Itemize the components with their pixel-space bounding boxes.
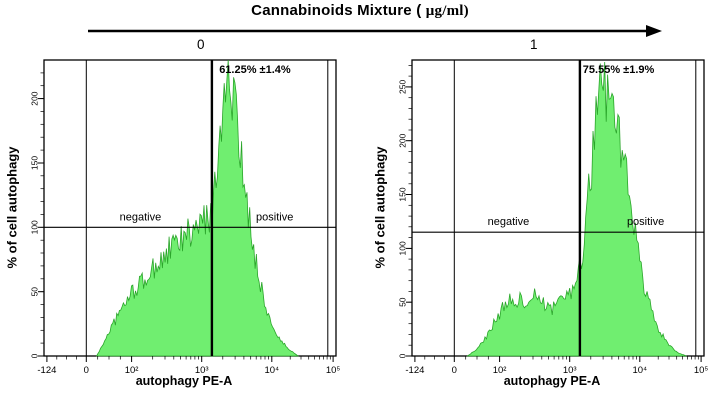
svg-text:61.25% ±1.4%: 61.25% ±1.4%	[219, 64, 291, 76]
x-axis-label-1: autophagy PE-A	[503, 374, 601, 388]
svg-text:50: 50	[398, 297, 408, 307]
dose-label-1: 1	[530, 37, 538, 52]
svg-text:150: 150	[30, 156, 40, 170]
svg-text:100: 100	[30, 220, 40, 234]
svg-text:10³: 10³	[563, 365, 577, 376]
svg-text:0: 0	[84, 365, 89, 376]
svg-text:75.55% ±1.9%: 75.55% ±1.9%	[583, 64, 655, 76]
svg-text:negative: negative	[488, 216, 530, 228]
svg-text:-124: -124	[37, 365, 56, 376]
svg-text:200: 200	[398, 133, 408, 147]
dose-label-0: 0	[197, 37, 205, 52]
svg-text:100: 100	[398, 241, 408, 255]
y-axis-label-1: % of cell autophagy	[372, 146, 388, 269]
y-axis-label-0: % of cell autophagy	[4, 146, 20, 269]
concentration-arrow	[88, 25, 662, 37]
figure-title: Cannabinoids Mixture ( μg/ml)	[0, 2, 720, 20]
svg-text:10²: 10²	[493, 365, 507, 376]
svg-text:-124: -124	[405, 365, 424, 376]
svg-text:negative: negative	[120, 211, 162, 223]
svg-text:0: 0	[398, 353, 408, 358]
svg-text:positive: positive	[256, 211, 293, 223]
svg-text:10⁵: 10⁵	[694, 365, 709, 376]
svg-text:positive: positive	[627, 216, 664, 228]
svg-text:250: 250	[398, 80, 408, 94]
svg-text:150: 150	[398, 187, 408, 201]
flow-panel-0: % of cell autophagy negative positive 61.2…	[0, 56, 348, 400]
figure-title-text: Cannabinoids Mixture (	[251, 2, 426, 19]
svg-text:10⁴: 10⁴	[264, 365, 279, 376]
svg-text:0: 0	[30, 353, 40, 358]
svg-text:50: 50	[30, 287, 40, 297]
figure-title-unit: μg/ml)	[425, 3, 469, 19]
svg-text:10⁵: 10⁵	[326, 365, 341, 376]
svg-text:0: 0	[452, 365, 457, 376]
flow-histogram-1: negative positive 75.55% ±1.9% -124 0 10² 10³ 1…	[398, 59, 709, 376]
x-axis-label-0: autophagy PE-A	[135, 374, 233, 388]
flow-histogram-0: negative positive 61.25% ±1.4% -124 0 10² 10³ 1…	[30, 59, 341, 376]
arrow-head-icon	[646, 25, 662, 37]
svg-text:10³: 10³	[195, 365, 209, 376]
svg-text:200: 200	[30, 91, 40, 105]
svg-text:10⁴: 10⁴	[632, 365, 647, 376]
svg-text:10²: 10²	[125, 365, 139, 376]
flow-panel-1: % of cell autophagy negative positive 75.5…	[368, 56, 716, 400]
